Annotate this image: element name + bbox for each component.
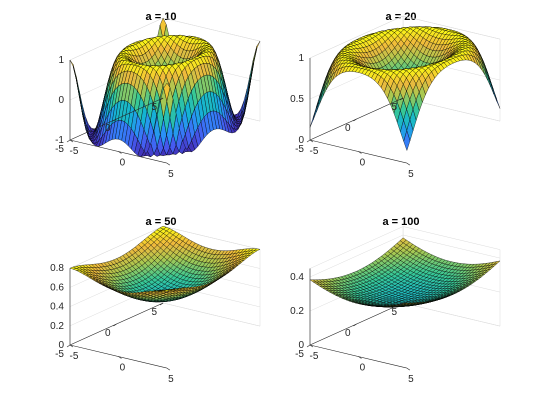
y-tick (66, 139, 71, 143)
z-tick-label: 0.6 (50, 282, 64, 293)
x-tick-label: -5 (310, 351, 319, 362)
x-tick-label: 0 (120, 363, 126, 374)
y-tick (159, 97, 164, 101)
x-tick (406, 367, 411, 371)
surface-face (69, 59, 77, 80)
y-tick (306, 344, 311, 348)
y-tick (66, 344, 71, 348)
x-tick (406, 162, 411, 166)
z-tick-label: 1 (58, 55, 64, 66)
y-tick-label: 5 (392, 307, 398, 318)
y-tick (306, 139, 311, 143)
surface-face (163, 82, 171, 102)
surface-mesh (69, 17, 261, 158)
x-tick-label: -5 (70, 351, 79, 362)
chart-title: a = 50 (146, 216, 177, 228)
x-tick (69, 139, 74, 143)
y-tick-label: -5 (55, 349, 64, 360)
y-tick-label: 5 (392, 102, 398, 113)
chart-title: a = 100 (382, 216, 419, 228)
x-tick-label: 5 (168, 374, 174, 385)
y-tick-label: 0 (105, 328, 111, 339)
y-tick-label: 0 (105, 123, 111, 134)
surface-face (243, 73, 251, 108)
surface-plot-a-10: a = 10 -1 0 1 -5 0 5 -5 0 5 (55, 11, 261, 180)
x-tick (166, 162, 171, 166)
surface-face (79, 90, 86, 124)
y-tick-label: -5 (295, 349, 304, 360)
y-tick-label: 0 (345, 328, 351, 339)
x-tick-label: -5 (70, 146, 79, 157)
y-tick-label: -5 (295, 144, 304, 155)
x-tick-label: 0 (360, 158, 366, 169)
z-tick-label: 0.5 (290, 94, 304, 105)
y-tick (113, 118, 117, 122)
surface-mesh (69, 226, 261, 303)
y-tick-label: 5 (152, 307, 158, 318)
z-tick-label: 0.8 (50, 263, 64, 274)
x-tick-label: 0 (120, 158, 126, 169)
x-tick-label: 0 (360, 363, 366, 374)
z-tick-label: 0.4 (50, 302, 64, 313)
z-gridline (309, 302, 501, 346)
z-tick-label: -1 (55, 135, 64, 146)
chart-title: a = 10 (146, 11, 177, 23)
surface-mesh (309, 237, 501, 308)
x-tick-label: -5 (310, 146, 319, 157)
z-tick-label: 0.4 (290, 272, 304, 283)
z-gridline (69, 302, 261, 346)
z-tick-label: 1 (298, 53, 304, 64)
z-tick-label: 0 (298, 135, 304, 146)
z-tick-label: 0 (58, 95, 64, 106)
x-tick-label: 5 (168, 169, 174, 180)
surface-mesh (309, 26, 501, 151)
x-tick-label: 5 (408, 169, 414, 180)
z-tick-label: 0.2 (290, 306, 304, 317)
y-tick-label: -5 (55, 144, 64, 155)
x-tick (118, 151, 122, 154)
z-gridline (309, 15, 501, 59)
x-tick-label: 5 (408, 374, 414, 385)
x-tick (166, 367, 171, 371)
z-tick-label: 0.2 (50, 321, 64, 332)
y-tick-label: 5 (152, 102, 158, 113)
y-tick-label: 0 (345, 123, 351, 134)
